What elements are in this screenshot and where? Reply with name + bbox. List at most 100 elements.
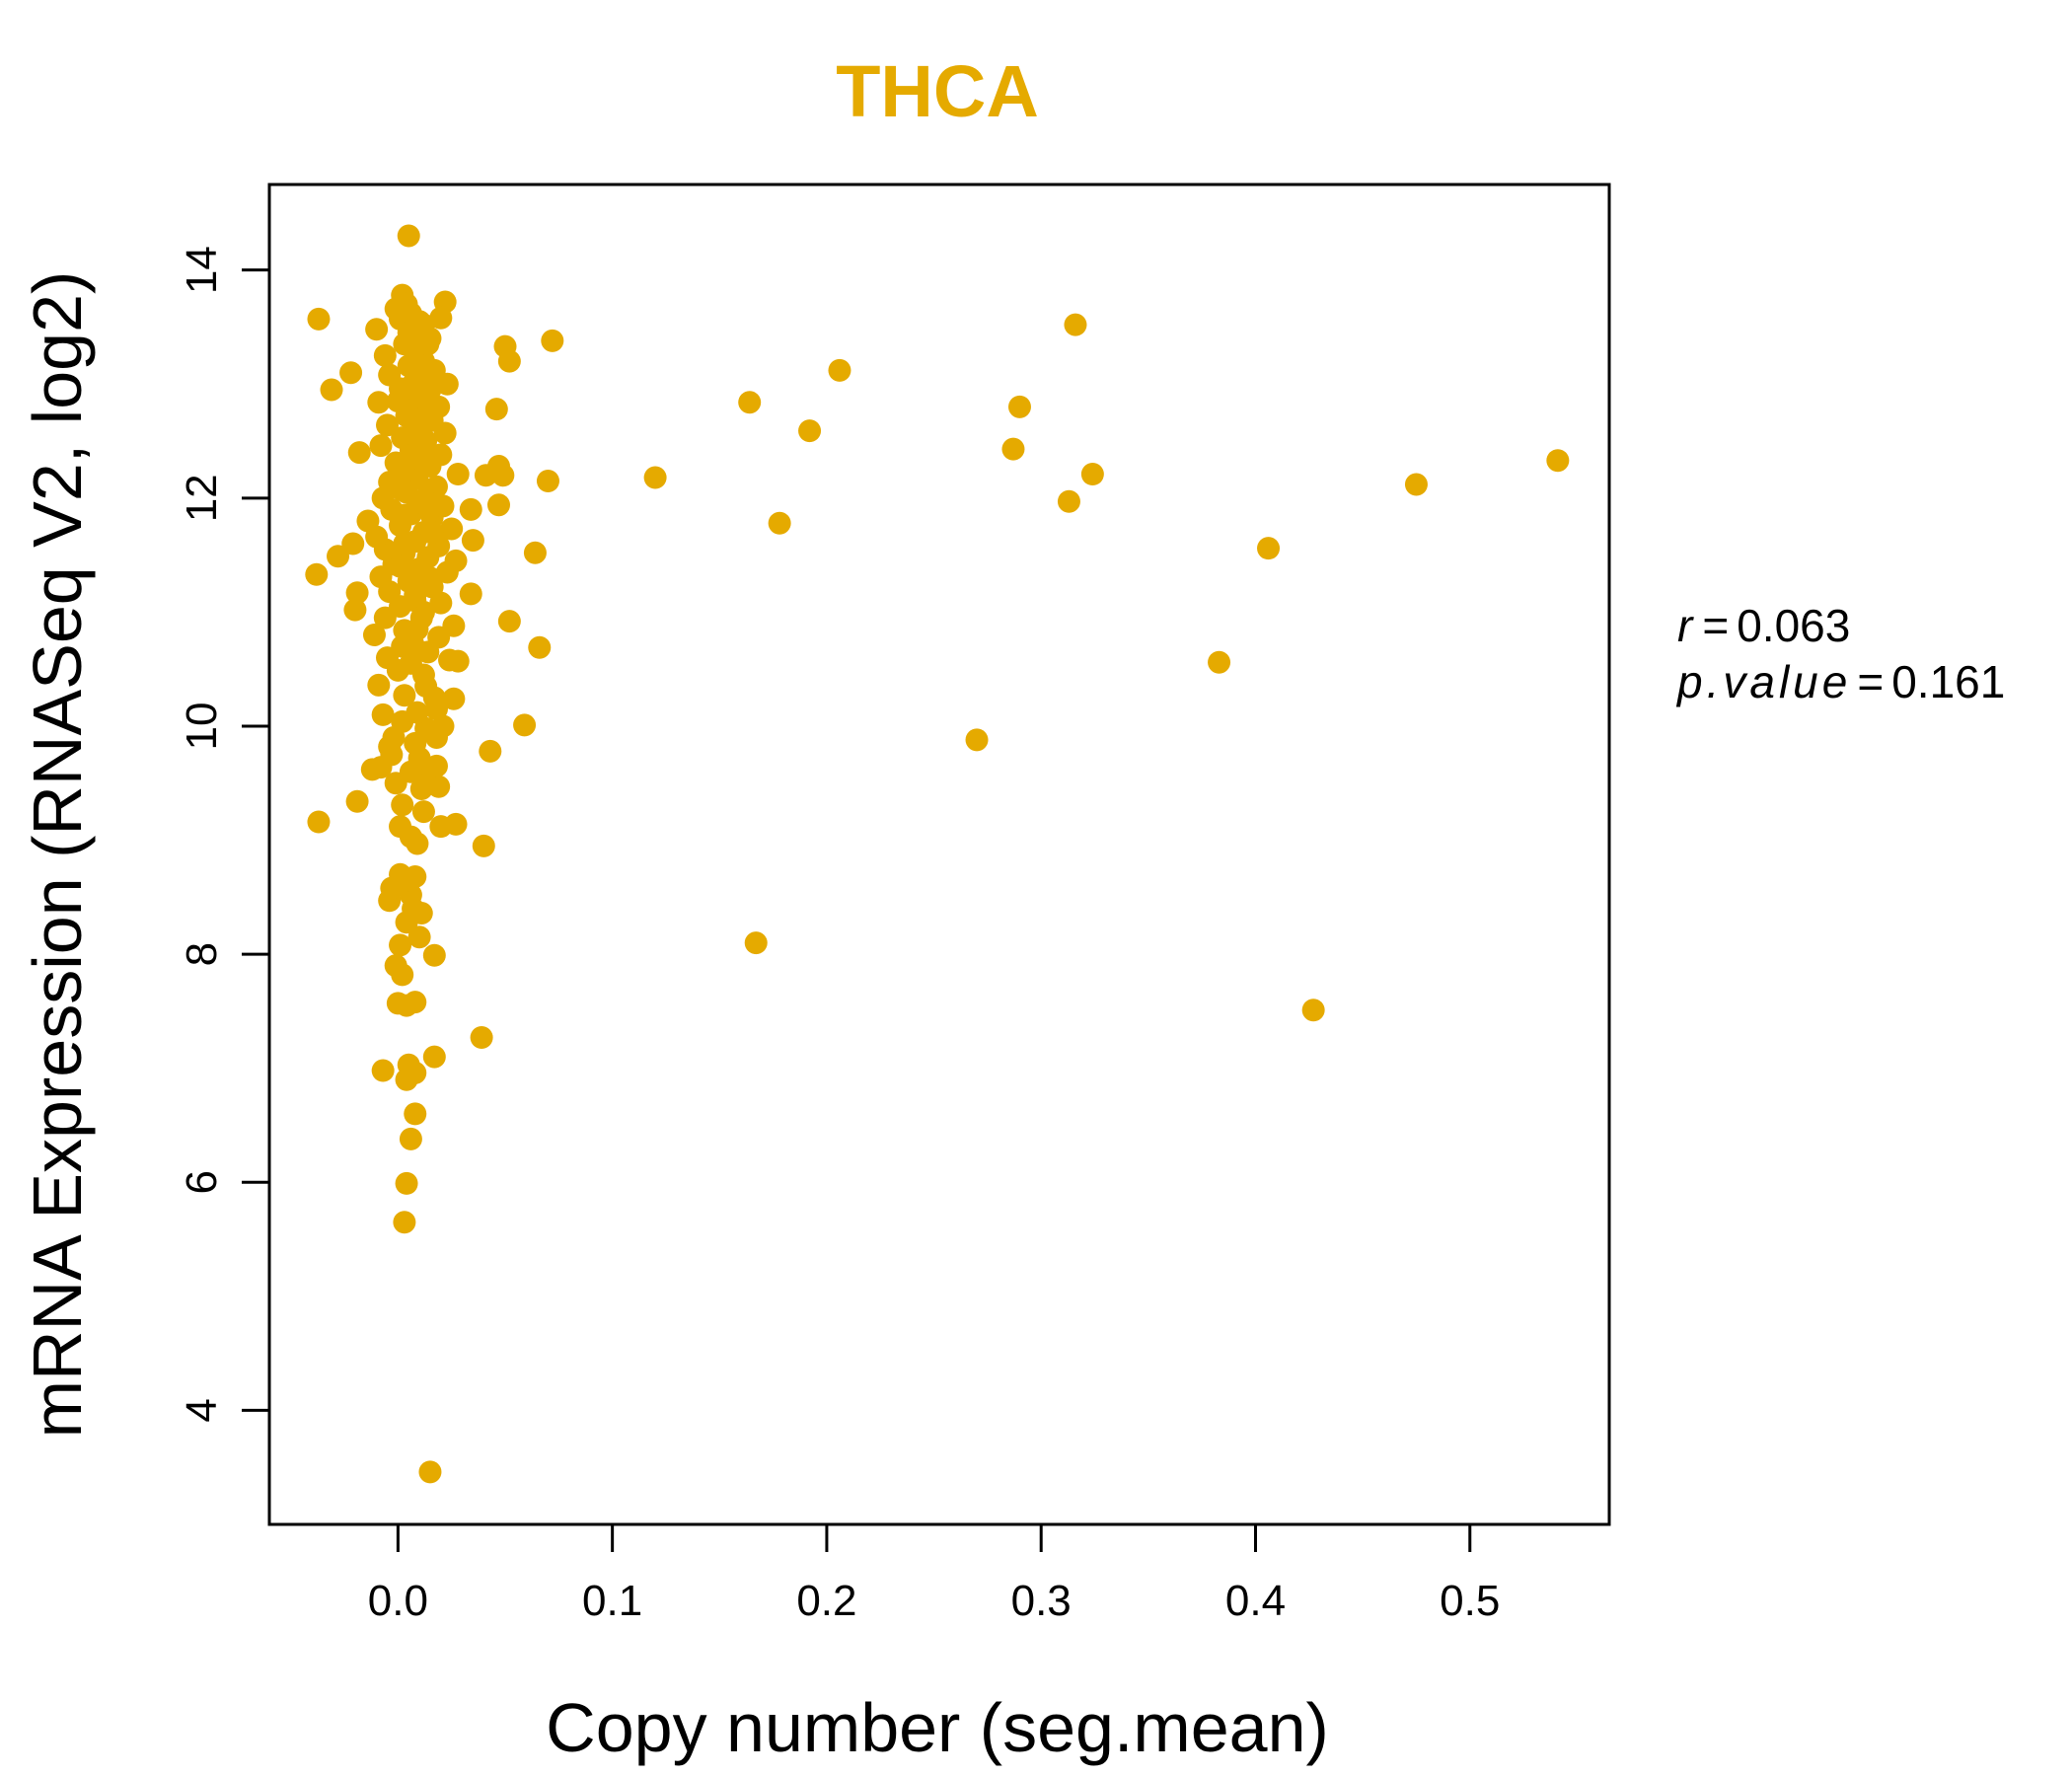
data-point [422,943,446,967]
data-point [459,497,482,521]
x-axis: 0.0 0.1 0.2 0.3 0.4 0.5 [368,1522,1500,1625]
data-point [397,321,420,344]
y-tick-label: 8 [178,942,226,966]
data-point [371,1059,395,1082]
y-tick-label: 10 [178,703,226,751]
data-point [1208,650,1231,674]
data-point [486,493,510,517]
data-point [402,372,425,396]
data-point [768,511,791,535]
data-point [376,413,400,437]
data-point [528,635,552,659]
data-point [497,349,521,373]
data-point [389,815,412,839]
data-points [305,224,1570,1484]
plot-frame [267,183,1611,1526]
y-tick-label: 6 [178,1170,226,1194]
data-point [345,581,369,605]
data-point [420,521,444,545]
r-equals: = [1702,600,1729,651]
data-point [424,475,448,498]
data-point [409,777,433,801]
data-point [422,1045,446,1069]
data-point [327,545,350,568]
r-label: r [1677,600,1694,651]
data-point [1007,395,1031,418]
x-tick-label: 0.3 [1011,1577,1072,1625]
data-point [380,743,404,767]
data-point [459,582,482,606]
data-point [369,434,393,458]
data-point [798,419,822,443]
data-point [406,446,429,470]
y-tick-label: 14 [178,246,226,294]
data-point [442,687,466,710]
data-point [461,529,484,553]
data-point [393,503,416,527]
data-point [429,443,453,467]
y-axis-title: mRNA Expression (RNASeq V2, log2) [19,271,96,1439]
data-point [395,292,418,316]
data-point [446,463,470,486]
data-point [744,931,768,955]
data-point [1404,473,1428,496]
y-axis: 4 6 8 10 12 14 [178,246,271,1423]
data-point [416,333,440,356]
p-equals: = [1857,656,1884,707]
data-point [382,726,406,750]
data-point [345,789,369,813]
x-tick-label: 0.2 [796,1577,856,1625]
data-point [409,606,433,629]
data-point [404,731,427,755]
data-point [1057,489,1080,513]
data-point [418,1460,442,1484]
data-point [418,378,442,402]
data-point [378,471,402,494]
data-point [424,754,448,777]
data-point [378,363,402,387]
stats-annotation: r = 0.063 p.value = 0.161 [1675,600,2005,707]
data-point [341,532,365,555]
x-tick-label: 0.0 [368,1577,428,1625]
p-statistic: p.value = 0.161 [1675,656,2005,707]
data-point [307,307,331,331]
data-point [431,714,455,738]
data-point [474,464,497,487]
data-point [356,509,380,533]
data-point [367,673,391,697]
data-point [472,834,495,857]
data-point [523,541,547,564]
data-point [513,713,537,737]
data-point [407,925,431,949]
data-point [384,772,407,795]
data-point [397,224,420,248]
data-point [373,343,397,367]
x-axis-title: Copy number (seg.mean) [546,1689,1329,1766]
data-point [541,329,564,352]
data-point [391,793,414,817]
data-point [391,634,414,658]
data-point [738,391,762,414]
data-point [411,800,435,824]
data-point [389,933,412,957]
p-label: p.value [1675,656,1851,707]
data-point [393,532,416,555]
p-value: 0.161 [1891,656,2005,707]
data-point [1064,313,1087,336]
r-value: 0.063 [1737,600,1850,651]
data-point [1257,537,1281,560]
data-point [414,675,438,699]
data-point [365,318,389,341]
chart-title: THCA [836,50,1039,132]
data-point [386,390,409,413]
x-tick-label: 0.1 [582,1577,642,1625]
data-point [965,728,989,752]
data-point [393,1211,416,1234]
data-point [1301,999,1325,1022]
data-point [320,378,343,402]
data-point [367,391,391,414]
data-point [384,954,407,978]
data-point [307,810,331,834]
